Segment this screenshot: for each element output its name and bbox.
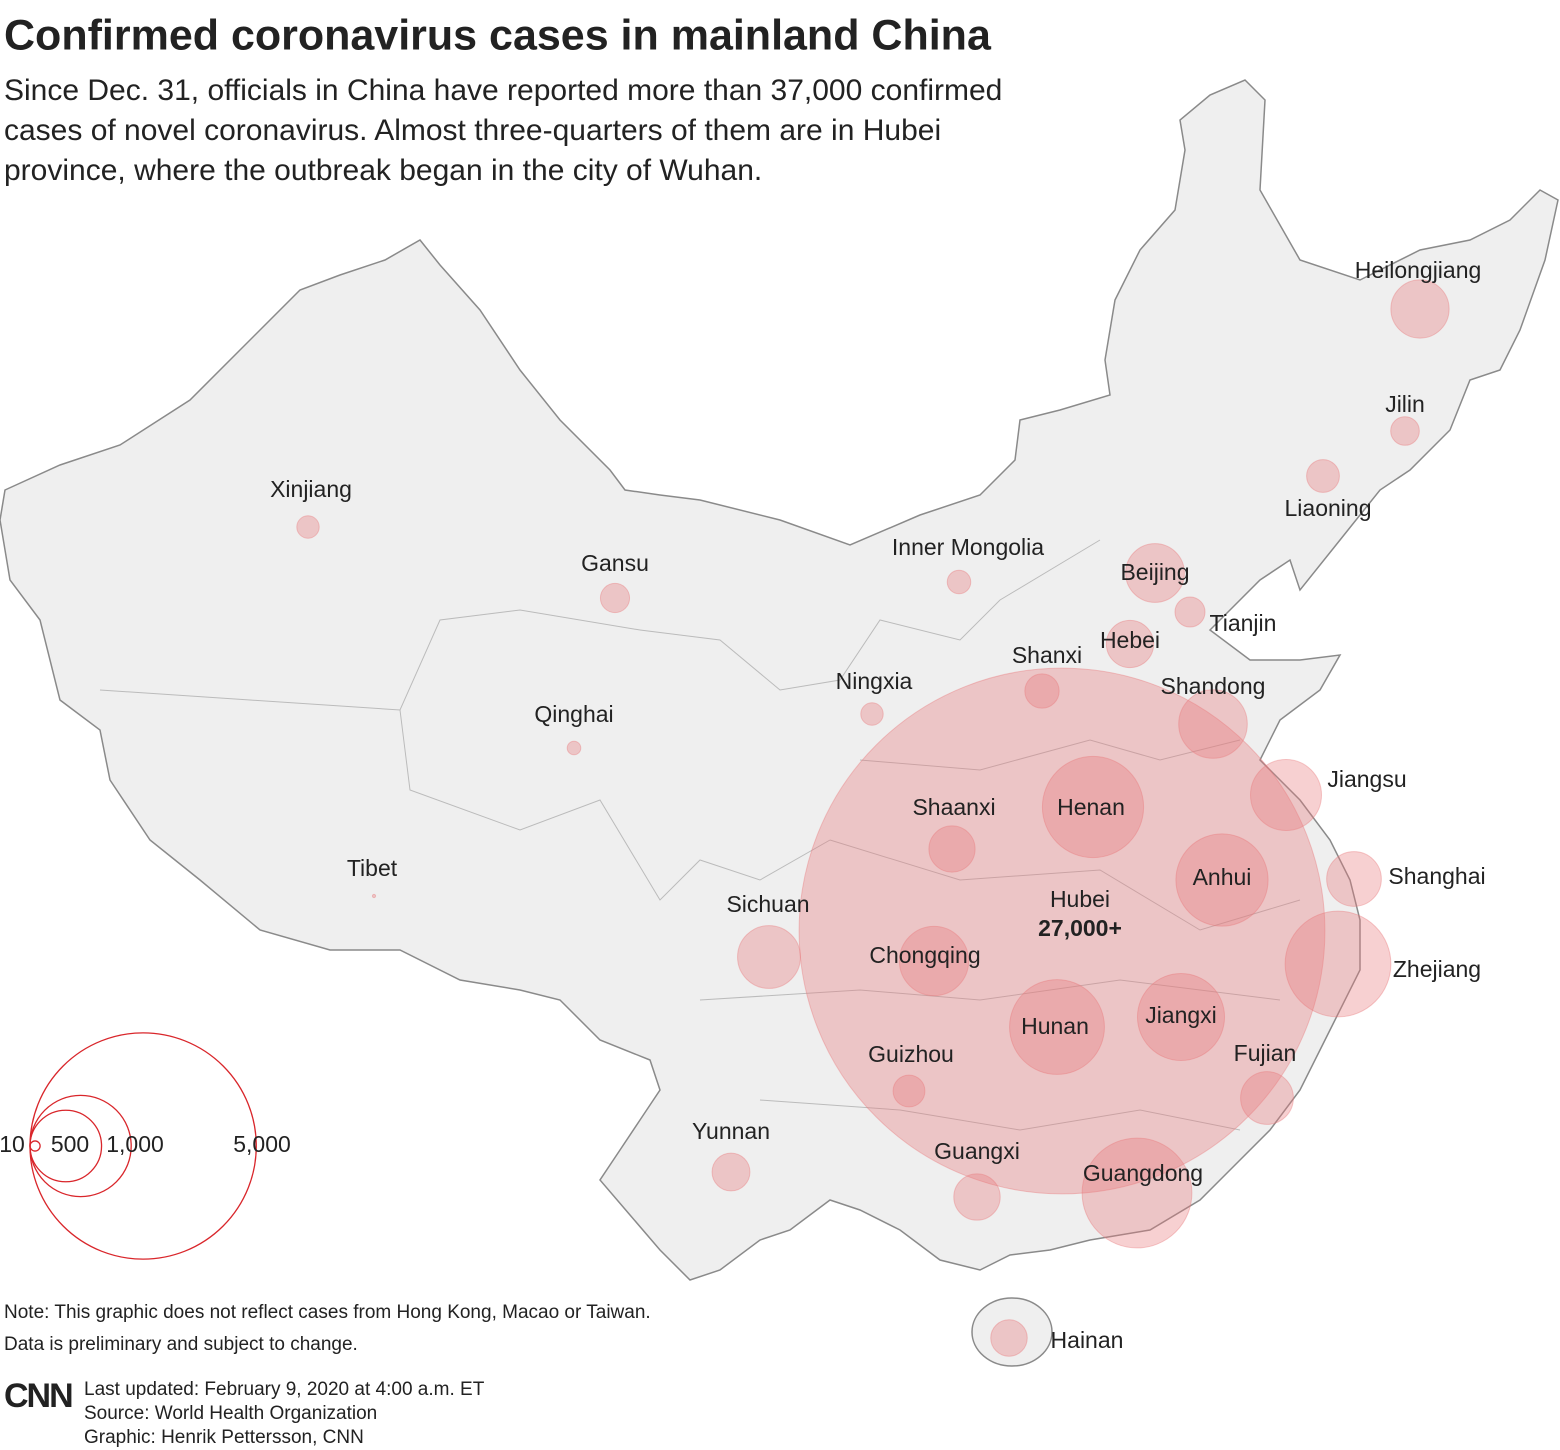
province-label: Xinjiang xyxy=(270,476,352,502)
province-label: Hebei xyxy=(1100,627,1160,653)
case-bubble xyxy=(1041,755,1145,859)
credit: Last updated: February 9, 2020 at 4:00 a… xyxy=(84,1379,485,1400)
legend-label: 1,000 xyxy=(106,1131,164,1157)
province-label: Heilongjiang xyxy=(1355,257,1482,283)
case-bubble xyxy=(1009,979,1105,1075)
province-label: Inner Mongolia xyxy=(892,534,1044,560)
credit: Source: World Health Organization xyxy=(84,1403,377,1424)
title: Confirmed coronavirus cases in mainland … xyxy=(4,11,992,59)
province-label: Guizhou xyxy=(868,1041,954,1067)
province-label: Jiangsu xyxy=(1327,766,1406,792)
credit: Graphic: Henrik Pettersson, CNN xyxy=(84,1427,364,1448)
legend-label: 10 xyxy=(0,1131,25,1157)
province-label: Shandong xyxy=(1161,673,1266,699)
subtitle: Since Dec. 31, officials in China have r… xyxy=(4,74,1002,187)
subtitle-line: cases of novel coronavirus. Almost three… xyxy=(4,114,941,147)
bubbles xyxy=(296,279,1450,1357)
case-bubble xyxy=(898,925,970,997)
case-bubble xyxy=(1125,543,1185,603)
legend-label: 500 xyxy=(51,1131,89,1157)
logo: CNN xyxy=(4,1377,72,1415)
case-bubble xyxy=(371,893,377,899)
case-bubble xyxy=(1081,1137,1193,1249)
case-bubble xyxy=(1306,459,1340,493)
case-bubble xyxy=(990,1319,1028,1357)
province-label: Shaanxi xyxy=(912,794,995,820)
province-label: Hunan xyxy=(1021,1013,1089,1039)
province-label: Tianjin xyxy=(1210,610,1277,636)
case-bubble xyxy=(1390,279,1450,339)
case-bubble xyxy=(953,1173,1001,1221)
subtitle-line: province, where the outbreak began in th… xyxy=(4,154,762,187)
legend-label: 5,000 xyxy=(233,1131,291,1157)
case-bubble xyxy=(737,925,801,989)
province-label: Fujian xyxy=(1234,1040,1297,1066)
legend-circle xyxy=(29,1032,257,1260)
province-label: Sichuan xyxy=(726,891,809,917)
province-label: Ningxia xyxy=(836,668,913,694)
case-bubble xyxy=(599,582,631,614)
case-bubble xyxy=(711,1152,751,1192)
case-bubble xyxy=(928,825,976,873)
case-bubble xyxy=(946,569,972,595)
case-bubble xyxy=(1175,833,1269,927)
province-label: Tibet xyxy=(347,855,398,881)
case-bubble xyxy=(860,702,884,726)
case-bubble xyxy=(1326,851,1382,907)
note: Note: This graphic does not reflect case… xyxy=(4,1302,651,1323)
province-label: Yunnan xyxy=(692,1118,770,1144)
labels: Heilongjiang Jilin Liaoning Inner Mongolia B… xyxy=(270,257,1486,1353)
case-bubble xyxy=(1390,416,1420,446)
province-label: Hainan xyxy=(1051,1327,1124,1353)
case-bubble xyxy=(1024,673,1060,709)
province-label: Beijing xyxy=(1120,559,1189,585)
province-label: Liaoning xyxy=(1285,495,1372,521)
value-label: 27,000+ xyxy=(1038,915,1122,941)
case-bubble xyxy=(798,667,1326,1195)
province-label: Henan xyxy=(1057,794,1125,820)
province-borders xyxy=(99,539,1301,1131)
province-label: Hubei xyxy=(1050,886,1110,912)
note: Data is preliminary and subject to chang… xyxy=(4,1334,358,1355)
legend-circle xyxy=(29,1140,41,1152)
case-bubble xyxy=(892,1074,926,1108)
province-label: Qinghai xyxy=(534,701,613,727)
province-label: Shanxi xyxy=(1012,642,1082,668)
province-label: Anhui xyxy=(1193,864,1252,890)
case-bubble xyxy=(1136,972,1226,1062)
province-label: Guangxi xyxy=(934,1138,1020,1164)
case-bubble xyxy=(1178,689,1248,759)
china-outline xyxy=(0,79,1559,1281)
subtitle-line: Since Dec. 31, officials in China have r… xyxy=(4,74,1002,107)
province-label: Gansu xyxy=(581,550,649,576)
hainan-outline xyxy=(971,1297,1053,1367)
province-label: Jilin xyxy=(1385,391,1425,417)
case-bubble xyxy=(1174,596,1206,628)
case-bubble xyxy=(1105,619,1155,669)
province-label: Shanghai xyxy=(1388,863,1485,889)
province-label: Jiangxi xyxy=(1145,1002,1217,1028)
province-label: Zhejiang xyxy=(1393,956,1481,982)
case-bubble xyxy=(566,740,582,756)
case-bubble xyxy=(1284,910,1392,1018)
case-bubble xyxy=(1250,759,1322,831)
case-bubble xyxy=(1240,1071,1294,1125)
footer: Note: This graphic does not reflect case… xyxy=(4,1302,651,1448)
province-label: Chongqing xyxy=(869,942,980,968)
case-bubble xyxy=(296,515,320,539)
size-legend: 10 500 1,000 5,000 xyxy=(0,1032,291,1260)
province-label: Guangdong xyxy=(1083,1160,1203,1186)
